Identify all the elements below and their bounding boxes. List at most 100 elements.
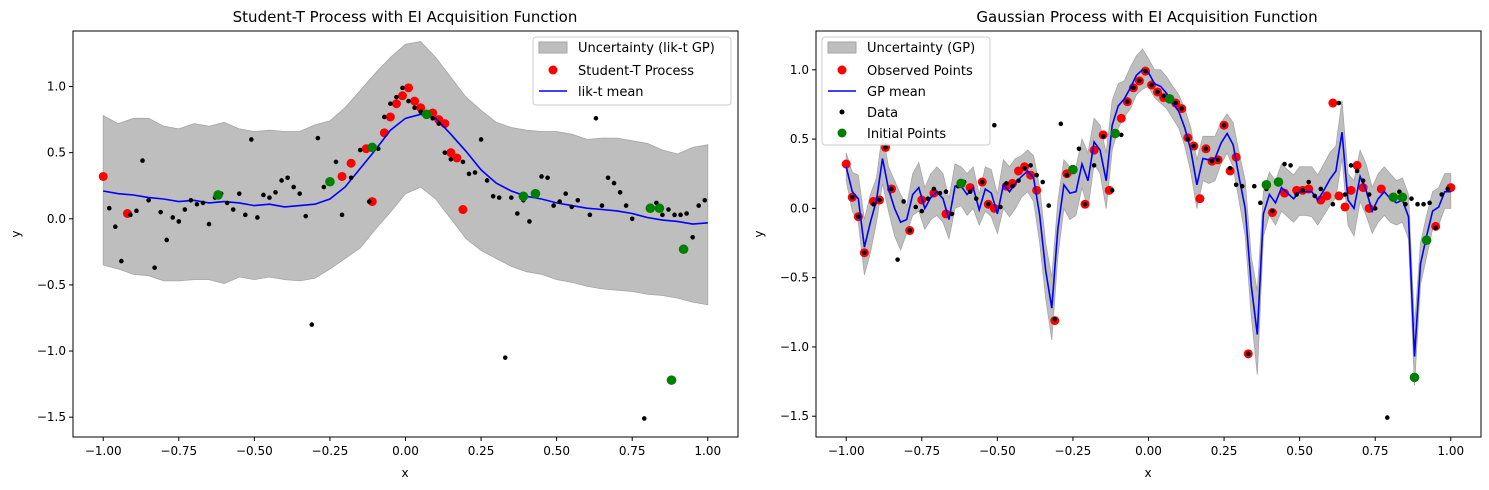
data-point	[106, 205, 112, 211]
data-point	[1300, 188, 1305, 193]
data-point	[629, 216, 635, 222]
data-point	[1131, 85, 1136, 91]
y-tick-label: 1.0	[790, 63, 809, 77]
x-axis-ticks: −1.00 −0.75 −0.50 −0.25 0.00 0.25 0.50 0.75 1.00	[828, 437, 1464, 458]
data-point	[412, 105, 417, 111]
data-point	[466, 171, 472, 177]
y-axis-label: y	[9, 230, 23, 237]
data-point	[366, 199, 372, 204]
data-point	[895, 257, 900, 262]
data-point	[1258, 200, 1263, 206]
observed-point	[1104, 185, 1114, 195]
data-point	[515, 211, 520, 216]
observed-point	[1116, 113, 1126, 123]
data-point	[611, 180, 617, 186]
student-t-chart: Student-T Process with EI Acquisition Fu…	[9, 8, 739, 480]
x-tick-label: 1.00	[1437, 444, 1464, 458]
data-point	[176, 219, 182, 224]
x-tick-label: 0.50	[1286, 444, 1313, 458]
mean-line	[845, 68, 1451, 357]
data-point	[339, 212, 345, 218]
data-point	[605, 175, 611, 181]
data-point	[1118, 132, 1124, 138]
data-point	[1421, 201, 1426, 207]
observed-point	[346, 158, 356, 168]
observed-point	[416, 103, 426, 113]
x-tick-label: −1.00	[828, 444, 865, 458]
initial-point	[1068, 164, 1078, 175]
data-point	[321, 184, 327, 190]
legend-observed-label: Student-T Process	[578, 64, 694, 79]
data-point	[375, 146, 381, 152]
data-point	[502, 355, 508, 360]
data-point	[883, 145, 888, 150]
data-point	[418, 109, 423, 114]
x-tick-label: 1.00	[694, 444, 721, 458]
data-point	[1294, 192, 1299, 197]
legend-mean-label: lik-t mean	[578, 85, 644, 100]
data-point	[575, 197, 581, 203]
data-point	[400, 85, 405, 91]
data-point	[164, 237, 170, 243]
data-point	[113, 224, 118, 230]
data-point	[1427, 200, 1432, 206]
data-point	[937, 190, 943, 196]
observed-point	[1352, 160, 1362, 170]
data-point	[1348, 163, 1354, 168]
x-tick-label: 0.25	[1211, 444, 1238, 458]
initial-point	[1110, 128, 1121, 139]
data-point	[134, 208, 139, 214]
data-point	[569, 204, 575, 210]
data-point	[666, 207, 671, 212]
data-point	[943, 189, 949, 195]
initial-point	[518, 191, 529, 202]
observed-point	[452, 153, 462, 163]
data-point	[484, 178, 490, 183]
data-point	[1433, 225, 1438, 231]
x-tick-label: −0.75	[160, 444, 197, 458]
initial-point	[1388, 192, 1399, 203]
data-point	[1076, 146, 1082, 152]
data-point	[182, 207, 188, 212]
y-tick-label: 0.5	[790, 132, 809, 146]
data-point	[1173, 100, 1179, 106]
legend: Uncertainty (GP) Observed Points GP mean…	[821, 36, 991, 146]
data-point	[1004, 181, 1009, 186]
observed-point	[337, 171, 347, 181]
data-point	[856, 214, 861, 219]
data-point	[593, 115, 599, 121]
data-point	[200, 200, 206, 206]
data-point	[617, 190, 623, 195]
data-point	[357, 147, 363, 153]
data-point	[998, 204, 1003, 210]
data-point	[249, 137, 254, 142]
data-point	[1091, 163, 1097, 168]
data-point	[1342, 192, 1348, 197]
data-point	[992, 122, 997, 128]
x-tick-label: −0.50	[979, 444, 1016, 458]
data-point	[1227, 165, 1233, 171]
y-tick-label: −0.5	[780, 271, 809, 285]
observed-point	[1280, 188, 1290, 198]
data-point	[206, 221, 212, 227]
x-tick-label: −0.50	[236, 444, 273, 458]
data-point	[919, 208, 925, 214]
y-tick-label: −1.0	[780, 340, 809, 354]
data-point	[128, 212, 133, 218]
data-point	[119, 258, 124, 264]
data-point	[496, 195, 502, 200]
data-point	[242, 212, 248, 218]
data-point	[877, 197, 882, 203]
plot-area	[841, 48, 1456, 420]
data-point	[430, 115, 436, 121]
data-point	[388, 101, 393, 107]
data-point	[1312, 193, 1318, 199]
y-tick-label: −1.5	[780, 409, 809, 423]
data-point	[925, 196, 931, 201]
initial-point	[956, 178, 966, 189]
data-point	[1179, 106, 1185, 111]
data-point	[702, 197, 708, 203]
data-point	[1282, 161, 1287, 167]
x-tick-label: 0.00	[1135, 444, 1162, 458]
